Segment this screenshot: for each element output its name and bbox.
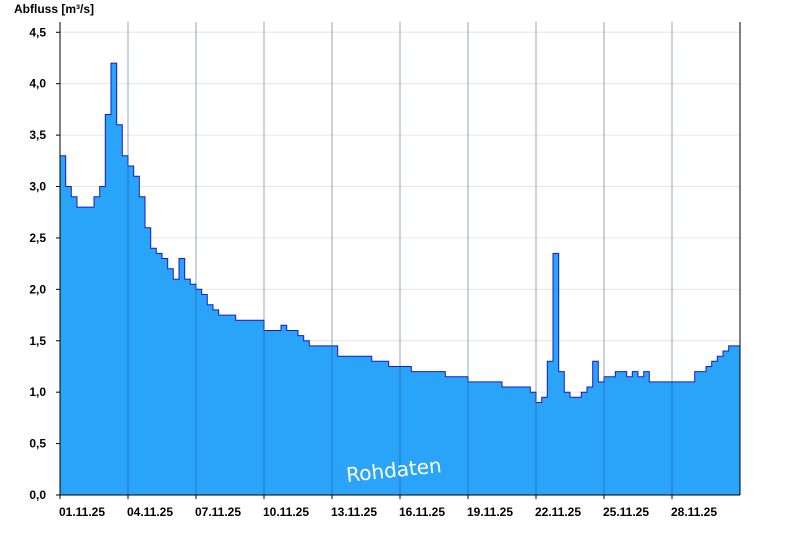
x-tick-label: 28.11.25 bbox=[671, 505, 717, 519]
y-tick-label: 2,0 bbox=[29, 282, 46, 296]
y-axis-title: Abfluss [m³/s] bbox=[14, 2, 94, 16]
y-tick-label: 3,5 bbox=[29, 128, 46, 142]
x-tick-gridlines bbox=[127, 22, 673, 495]
y-tick-label: 2,5 bbox=[29, 231, 46, 245]
x-tick-label: 04.11.25 bbox=[127, 505, 173, 519]
y-tick-label: 1,5 bbox=[29, 334, 46, 348]
x-tick-label: 25.11.25 bbox=[603, 505, 649, 519]
x-axis-ticks: 01.11.25 04.11.25 07.11.25 10.11.25 13.11.25… bbox=[59, 495, 717, 519]
x-tick-label: 01.11.25 bbox=[59, 505, 105, 519]
y-axis-ticks: 0,0 0,5 1,0 1,5 2,0 2,5 3,0 3,5 4,0 4,5 bbox=[29, 25, 60, 502]
y-tick-label: 3,0 bbox=[29, 180, 46, 194]
x-tick-label: 07.11.25 bbox=[195, 505, 241, 519]
x-tick-label: 13.11.25 bbox=[331, 505, 377, 519]
discharge-area bbox=[60, 63, 740, 495]
x-tick-label: 22.11.25 bbox=[535, 505, 581, 519]
discharge-line bbox=[60, 62, 740, 403]
y-tick-label: 4,0 bbox=[29, 77, 46, 91]
y-tick-label: 1,0 bbox=[29, 385, 46, 399]
y-tick-label: 0,5 bbox=[29, 437, 46, 451]
x-tick-label: 19.11.25 bbox=[467, 505, 513, 519]
x-tick-label: 10.11.25 bbox=[263, 505, 309, 519]
x-tick-label: 16.11.25 bbox=[399, 505, 445, 519]
y-tick-label: 4,5 bbox=[29, 25, 46, 39]
y-tick-label: 0,0 bbox=[29, 488, 46, 502]
